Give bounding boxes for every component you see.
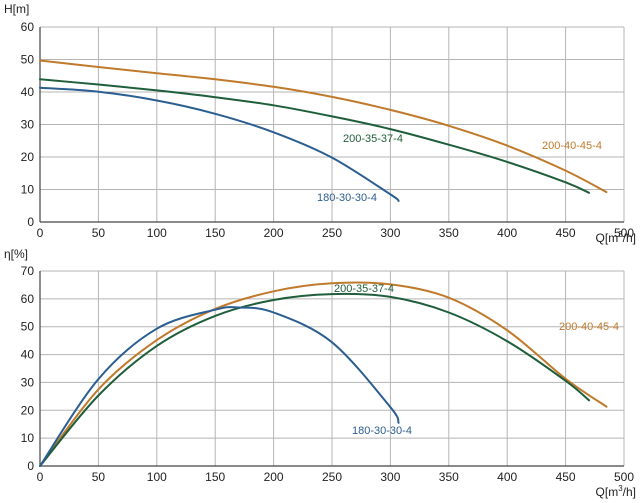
- efficiency-x-axis-label-main: Q[m: [596, 485, 619, 499]
- head-curve-200-40-45-4: [39, 59, 608, 194]
- head-x-axis-label-sup: 3: [618, 230, 623, 239]
- efficiency-x-tick-label: 50: [92, 470, 106, 484]
- head-y-tick-label: 30: [21, 118, 35, 132]
- efficiency-y-tick-label: 60: [21, 292, 35, 306]
- head-x-tick-label: 300: [380, 226, 400, 240]
- efficiency-x-tick-label: 100: [147, 470, 167, 484]
- head-y-tick-label: 40: [21, 85, 35, 99]
- head-x-tick-label: 50: [92, 226, 106, 240]
- head-x-tick-label: 150: [205, 226, 225, 240]
- efficiency-series-label-200-40-45-4: 200-40-45-4: [559, 321, 619, 333]
- efficiency-x-tick-label: 250: [322, 470, 342, 484]
- head-y-tick-label: 10: [21, 183, 35, 197]
- head-series-label-180-30-30-4: 180-30-30-4: [317, 192, 377, 204]
- efficiency-curve-200-40-45-4: [39, 281, 608, 467]
- head-x-axis-label: Q[m3/h]: [596, 230, 636, 245]
- efficiency-x-axis-label-sup: 3: [618, 484, 623, 493]
- head-series-label-200-40-45-4: 200-40-45-4: [542, 140, 602, 152]
- efficiency-x-tick-label: 500: [614, 470, 634, 484]
- efficiency-x-tick-label: 0: [37, 470, 44, 484]
- efficiency-y-tick-label: 40: [21, 348, 35, 362]
- head-x-axis-label-tail: /h]: [623, 231, 636, 245]
- efficiency-x-tick-label: 400: [497, 470, 517, 484]
- head-x-tick-label: 0: [37, 226, 44, 240]
- head-x-tick-label: 100: [147, 226, 167, 240]
- efficiency-x-tick-label: 450: [556, 470, 576, 484]
- efficiency-y-tick-label: 50: [21, 320, 35, 334]
- efficiency-x-axis-label: Q[m3/h]: [596, 484, 636, 499]
- head-x-tick-label: 500: [614, 226, 634, 240]
- efficiency-y-tick-label: 0: [27, 459, 34, 473]
- efficiency-y-tick-label: 10: [21, 431, 35, 445]
- efficiency-series-label-180-30-30-4: 180-30-30-4: [352, 425, 412, 437]
- efficiency-x-axis-label-tail: /h]: [623, 485, 636, 499]
- head-y-tick-label: 20: [21, 150, 35, 164]
- head-x-tick-label: 400: [497, 226, 517, 240]
- head-y-tick-label: 0: [27, 215, 34, 229]
- head-x-tick-label: 250: [322, 226, 342, 240]
- head-curve-180-30-30-4: [39, 86, 400, 202]
- head-curve-200-35-37-4: [39, 78, 590, 194]
- efficiency-y-tick-label: 30: [21, 375, 35, 389]
- head-y-axis-label: H[m]: [4, 2, 29, 16]
- efficiency-chart: 0 50 100 150 200 250 300 350 400 450 500 0 10 20 30 40 5…: [4, 247, 636, 499]
- head-chart: 0 50 100 150 200 250 300 350 400 450 500 0 10 20 30 40 5…: [4, 2, 636, 245]
- efficiency-curve-200-35-37-4: [39, 292, 590, 467]
- efficiency-x-tick-label: 300: [380, 470, 400, 484]
- head-x-tick-label: 450: [556, 226, 576, 240]
- head-x-tick-label: 350: [439, 226, 459, 240]
- efficiency-y-axis-label: η[%]: [4, 247, 28, 261]
- head-series-label-200-35-37-4: 200-35-37-4: [343, 133, 403, 145]
- efficiency-y-tick-label: 70: [21, 264, 35, 278]
- efficiency-x-tick-label: 350: [439, 470, 459, 484]
- efficiency-series-label-200-35-37-4: 200-35-37-4: [334, 283, 394, 295]
- head-x-tick-label: 200: [264, 226, 284, 240]
- efficiency-y-tick-label: 20: [21, 403, 35, 417]
- head-y-tick-label: 50: [21, 53, 35, 67]
- head-x-axis-label-main: Q[m: [596, 231, 619, 245]
- efficiency-x-tick-label: 200: [264, 470, 284, 484]
- efficiency-curve-180-30-30-4: [39, 306, 400, 467]
- efficiency-x-tick-label: 150: [205, 470, 225, 484]
- head-y-tick-label: 60: [21, 20, 35, 34]
